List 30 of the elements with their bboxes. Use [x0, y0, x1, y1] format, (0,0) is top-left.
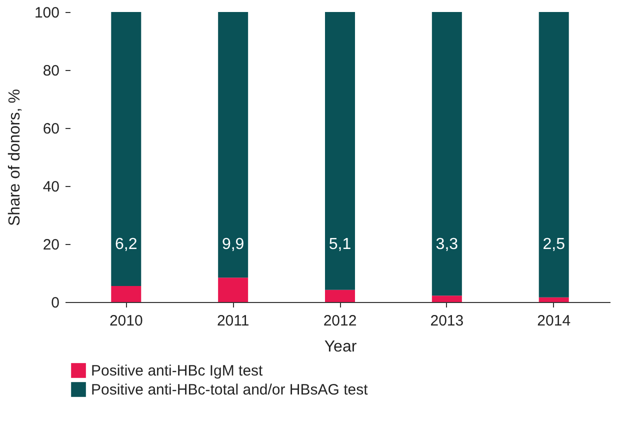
y-tick-label: 80 — [42, 62, 60, 80]
x-tick-label: 2011 — [216, 312, 250, 330]
legend-label: Positive anti-HBc IgM test — [91, 362, 264, 380]
x-tick-label: 2013 — [430, 312, 464, 330]
x-axis-title: Year — [324, 338, 358, 356]
y-tick-label: 60 — [42, 120, 60, 138]
bar — [538, 12, 569, 298]
annotation: 6,2 — [115, 236, 138, 253]
legend-label: Positive anti-HBc-total and/or HBsAG test — [91, 382, 369, 398]
bar — [325, 290, 355, 302]
bar — [218, 12, 248, 278]
y-tick-label: 100 — [34, 4, 60, 22]
x-tick-label: 2014 — [537, 312, 571, 330]
bar — [432, 296, 462, 302]
annotation: 9,9 — [222, 236, 244, 253]
bar — [111, 286, 142, 302]
x-tick-label: 2012 — [323, 312, 357, 330]
annotation: 3,3 — [436, 236, 458, 253]
bar — [218, 278, 248, 302]
x-tick-label: 2010 — [109, 312, 143, 330]
y-tick-label: 20 — [42, 236, 60, 254]
bar — [111, 12, 142, 286]
bar — [325, 12, 355, 290]
y-tick-label: 0 — [51, 294, 60, 312]
bar — [538, 297, 569, 302]
y-tick-label: 40 — [42, 178, 60, 196]
bar — [432, 12, 462, 296]
annotation: 5,1 — [328, 236, 352, 253]
y-axis-title: Share of donors, % — [6, 89, 24, 226]
annotation: 2,5 — [542, 236, 566, 253]
